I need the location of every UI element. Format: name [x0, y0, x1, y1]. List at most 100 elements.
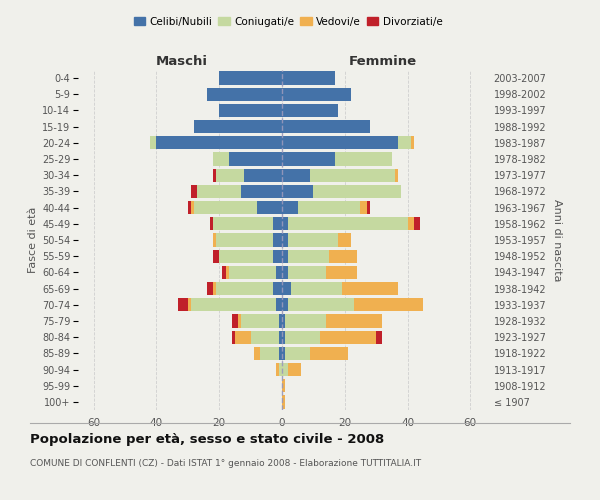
Bar [206, 282, 213, 295]
Bar [288, 234, 338, 246]
Bar [354, 298, 423, 312]
Legend: Celibi/Nubili, Coniugati/e, Vedovi/e, Divorziati/e: Celibi/Nubili, Coniugati/e, Vedovi/e, Di… [130, 12, 446, 31]
Bar [219, 72, 282, 85]
Bar [335, 152, 392, 166]
Bar [313, 185, 401, 198]
Bar [213, 217, 272, 230]
Bar [410, 136, 414, 149]
Bar [238, 314, 241, 328]
Bar [376, 330, 382, 344]
Bar [361, 201, 367, 214]
Bar [288, 363, 301, 376]
Bar [194, 201, 257, 214]
Bar [213, 282, 216, 295]
Y-axis label: Anni di nascita: Anni di nascita [552, 198, 562, 281]
Bar [216, 168, 244, 182]
Bar [282, 234, 288, 246]
Bar [288, 217, 407, 230]
Bar [191, 201, 194, 214]
Bar [229, 152, 282, 166]
Bar [188, 298, 191, 312]
Bar [279, 363, 282, 376]
Bar [282, 250, 288, 263]
Bar [279, 314, 282, 328]
Bar [285, 346, 310, 360]
Bar [398, 136, 410, 149]
Bar [178, 298, 188, 312]
Bar [298, 201, 361, 214]
Bar [282, 185, 313, 198]
Bar [244, 168, 282, 182]
Bar [326, 314, 382, 328]
Bar [213, 152, 229, 166]
Bar [288, 266, 326, 279]
Bar [282, 168, 310, 182]
Bar [282, 152, 335, 166]
Bar [210, 217, 213, 230]
Bar [414, 217, 420, 230]
Text: Femmine: Femmine [349, 56, 416, 68]
Bar [272, 250, 282, 263]
Bar [272, 282, 282, 295]
Bar [219, 104, 282, 117]
Bar [251, 330, 279, 344]
Bar [282, 282, 292, 295]
Bar [241, 185, 282, 198]
Bar [213, 234, 216, 246]
Bar [276, 363, 279, 376]
Bar [407, 217, 414, 230]
Bar [213, 168, 216, 182]
Bar [260, 346, 279, 360]
Bar [310, 346, 348, 360]
Bar [282, 266, 288, 279]
Bar [310, 168, 395, 182]
Bar [282, 298, 288, 312]
Bar [326, 266, 358, 279]
Bar [282, 330, 285, 344]
Bar [282, 396, 285, 408]
Bar [338, 234, 351, 246]
Bar [191, 298, 276, 312]
Bar [282, 120, 370, 134]
Bar [282, 346, 285, 360]
Bar [229, 266, 276, 279]
Bar [320, 330, 376, 344]
Bar [329, 250, 358, 263]
Bar [223, 266, 226, 279]
Bar [197, 185, 241, 198]
Bar [282, 201, 298, 214]
Bar [272, 217, 282, 230]
Bar [367, 201, 370, 214]
Text: Popolazione per età, sesso e stato civile - 2008: Popolazione per età, sesso e stato civil… [30, 432, 384, 446]
Bar [150, 136, 157, 149]
Bar [292, 282, 341, 295]
Bar [276, 298, 282, 312]
Bar [288, 250, 329, 263]
Bar [191, 185, 197, 198]
Bar [288, 298, 354, 312]
Bar [282, 363, 288, 376]
Bar [232, 314, 238, 328]
Bar [282, 217, 288, 230]
Bar [282, 72, 335, 85]
Bar [188, 201, 191, 214]
Bar [216, 234, 272, 246]
Bar [241, 314, 279, 328]
Bar [341, 282, 398, 295]
Bar [226, 266, 229, 279]
Bar [194, 120, 282, 134]
Bar [282, 88, 351, 101]
Bar [232, 330, 235, 344]
Bar [206, 88, 282, 101]
Bar [157, 136, 282, 149]
Bar [282, 379, 285, 392]
Bar [235, 330, 251, 344]
Bar [282, 314, 285, 328]
Bar [282, 136, 398, 149]
Bar [213, 250, 219, 263]
Text: COMUNE DI CONFLENTI (CZ) - Dati ISTAT 1° gennaio 2008 - Elaborazione TUTTITALIA.: COMUNE DI CONFLENTI (CZ) - Dati ISTAT 1°… [30, 459, 421, 468]
Bar [279, 346, 282, 360]
Bar [395, 168, 398, 182]
Bar [216, 282, 272, 295]
Y-axis label: Fasce di età: Fasce di età [28, 207, 38, 273]
